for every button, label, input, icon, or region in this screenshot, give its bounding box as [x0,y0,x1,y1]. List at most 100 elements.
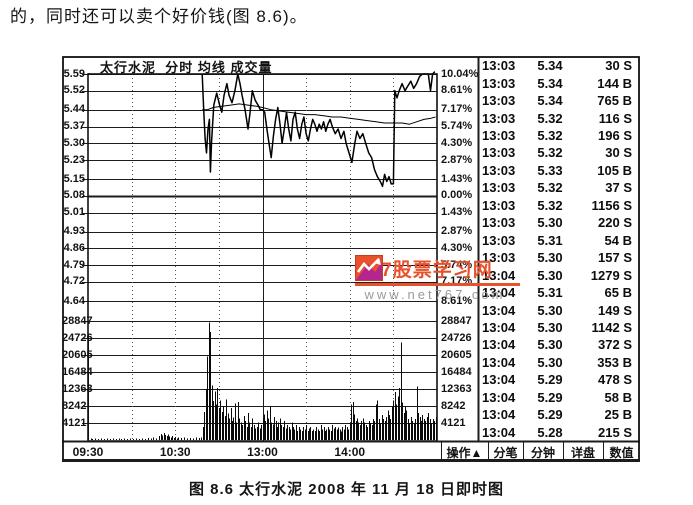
price-axis-label: 4.93 [63,225,85,238]
quote-row[interactable]: 13:03 5.32 37 S [479,179,638,196]
quote-price: 5.34 [537,58,563,74]
percent-axis-label: 2.87% [441,153,473,166]
quote-row[interactable]: 13:04 5.29 25 B [479,406,638,423]
quote-row[interactable]: 13:04 5.29 58 B [479,389,638,406]
quote-time: 13:04 [482,424,516,440]
quote-row[interactable]: 13:03 5.32 30 S [479,144,638,161]
time-axis-label: 13:00 [247,445,278,459]
quote-row[interactable]: 13:03 5.32 116 S [479,109,638,126]
quote-time: 13:03 [482,232,516,248]
time-axis-label: 14:00 [334,445,366,459]
quote-volume: 1156 S [591,197,633,213]
quote-row[interactable]: 13:03 5.30 157 S [479,249,638,266]
quote-row[interactable]: 13:03 5.34 765 B [479,92,638,109]
volume-axis-label: 28847 [62,314,93,327]
volume-axis-label: 12363 [62,382,93,395]
quote-time: 13:04 [482,337,516,353]
quote-row[interactable]: 13:04 5.30 353 B [479,354,638,371]
quote-volume: 105 B [597,162,632,178]
action-menu-button[interactable]: 操作▲ [446,446,483,460]
quote-volume: 54 B [604,232,632,248]
volume-axis-label-right: 8242 [441,399,466,412]
quote-volume: 37 S [605,180,632,196]
intro-paragraph: 的，同时还可以卖个好价钱(图 8.6)。 [10,7,308,26]
quote-volume: 353 B [597,354,632,370]
quote-row[interactable]: 13:03 5.32 196 S [479,127,638,144]
quote-volume: 149 S [598,302,632,318]
quote-volume: 196 S [598,128,632,144]
price-axis-label: 4.72 [63,275,85,288]
quote-volume: 215 S [598,424,632,440]
price-axis-label: 5.44 [63,103,85,116]
quote-row[interactable]: 13:03 5.34 144 B [479,74,638,91]
quote-time: 13:04 [482,354,516,370]
quote-price: 5.30 [537,337,563,353]
quote-row[interactable]: 13:04 5.30 1279 S [479,266,638,283]
quote-row[interactable]: 13:03 5.32 1156 S [479,197,638,214]
volume-axis-label: 4121 [62,416,87,429]
quote-row[interactable]: 13:03 5.33 105 B [479,162,638,179]
quote-row[interactable]: 13:03 5.30 220 S [479,214,638,231]
quote-time: 13:04 [482,320,516,336]
quote-price: 5.29 [537,389,563,405]
quote-price: 5.32 [537,110,563,126]
quote-volume: 478 S [598,372,632,388]
quote-row[interactable]: 13:04 5.28 215 S [479,424,638,441]
time-axis-label: 10:30 [159,445,191,459]
price-axis-label: 5.59 [63,67,85,80]
volume-axis-label-right: 16484 [441,365,472,378]
percent-axis-label: 8.61% [441,84,473,97]
quote-time: 13:04 [482,389,516,405]
quote-price: 5.30 [537,302,563,318]
quote-price: 5.34 [537,75,563,91]
percent-axis-label: 7.17% [441,103,473,116]
volume-axis-label: 8242 [62,399,87,412]
tab-分钟[interactable]: 分钟 [530,446,555,460]
quote-row[interactable]: 13:04 5.30 372 S [479,336,638,353]
quote-price: 5.28 [537,424,563,440]
quote-volume: 1142 S [591,320,633,336]
quote-time: 13:03 [482,250,516,266]
tab-数值[interactable]: 数值 [609,446,634,460]
quote-row[interactable]: 13:04 5.31 65 B [479,284,638,301]
quote-row[interactable]: 13:04 5.30 1142 S [479,319,638,336]
percent-axis-label: 5.74% [441,120,473,133]
percent-axis-label: 1.43% [441,206,473,219]
price-axis-label: 5.37 [63,120,85,133]
quote-row[interactable]: 13:03 5.31 54 B [479,232,638,249]
quote-time: 13:03 [482,197,516,213]
quote-volume: 144 B [597,75,632,91]
tab-分笔[interactable]: 分笔 [493,446,518,460]
quote-time: 13:03 [482,58,516,74]
quote-volume: 25 B [604,407,632,423]
quote-price: 5.30 [537,267,563,283]
volume-axis-label: 20605 [62,348,93,361]
figure-caption: 图 8.6 太行水泥 2008 年 11 月 18 日即时图 [188,481,505,498]
quote-price: 5.30 [537,250,563,266]
quote-volume: 65 B [604,285,632,301]
tab-详盘[interactable]: 详盘 [570,446,595,460]
percent-axis-label: 7.17% [441,275,473,288]
quote-row[interactable]: 13:04 5.30 149 S [479,301,638,318]
quote-volume: 30 S [605,58,632,74]
percent-axis-label: 8.61% [441,294,473,307]
percent-axis-label: 0.00% [441,189,473,202]
percent-axis-label: 10.04% [441,67,479,80]
price-axis-label: 5.01 [63,206,85,219]
quote-volume: 157 S [598,250,632,266]
quote-row[interactable]: 13:04 5.29 478 S [479,371,638,388]
percent-axis-label: 4.30% [441,136,473,149]
quote-volume: 220 S [598,215,632,231]
price-axis-label: 5.23 [63,153,85,166]
quote-volume: 116 S [598,110,632,126]
quote-time: 13:03 [482,180,516,196]
quote-price: 5.30 [537,354,563,370]
price-axis-label: 5.52 [63,84,85,97]
quote-volume: 1279 S [590,267,632,283]
quote-time: 13:04 [482,285,516,301]
quote-time: 13:03 [482,128,516,144]
quote-price: 5.30 [537,215,563,231]
quote-row[interactable]: 13:03 5.34 30 S [479,57,638,74]
volume-axis-label-right: 12363 [441,382,472,395]
percent-axis-label: 5.74% [441,258,473,271]
